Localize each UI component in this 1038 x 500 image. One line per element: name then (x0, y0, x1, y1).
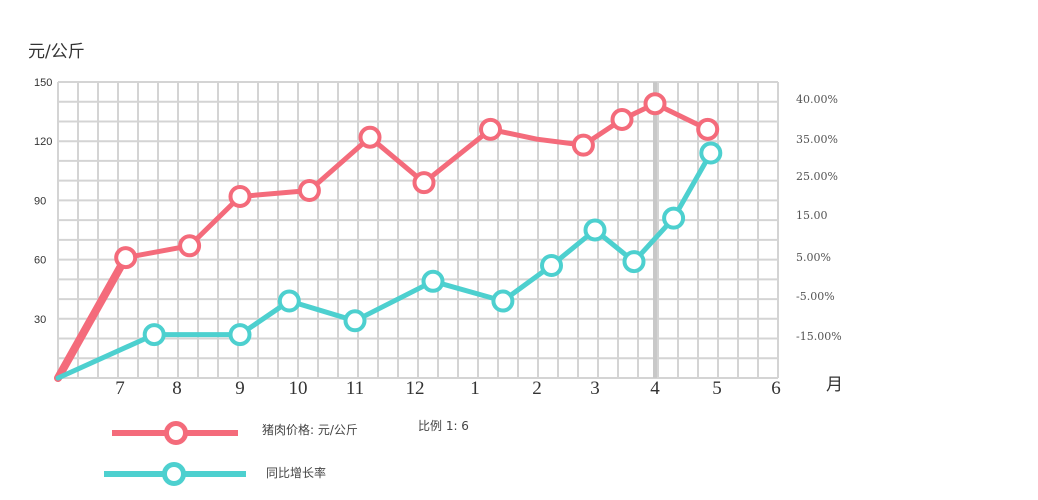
x-tick-label: 5 (712, 378, 722, 399)
data-point (280, 292, 299, 311)
data-point (574, 136, 593, 155)
data-point (698, 120, 717, 139)
data-point (625, 252, 644, 271)
legend: 猪肉价格: 元/公斤 比例 1: 6 同比增长率 (104, 419, 469, 484)
right-tick-label: -5.00% (796, 290, 835, 303)
data-point (481, 120, 500, 139)
data-point (542, 256, 561, 275)
data-point (701, 144, 720, 163)
x-tick-label: 7 (115, 378, 125, 399)
x-tick-label: 9 (235, 378, 245, 399)
left-tick-label: 150 (34, 77, 52, 89)
x-axis-unit-label: 月 (826, 375, 843, 395)
right-tick-label: 25.00% (796, 170, 838, 183)
legend-swatch-growth-marker (165, 465, 184, 484)
right-tick-label: 35.00% (796, 133, 838, 146)
left-tick-label: 30 (34, 314, 46, 326)
data-point (586, 221, 605, 240)
left-axis-ticks: 150 120 90 60 30 (34, 77, 52, 326)
data-point (415, 173, 434, 192)
scale-note: 比例 1: 6 (418, 419, 469, 433)
legend-item-price: 猪肉价格: 元/公斤 (112, 422, 358, 443)
right-tick-label: 40.00% (796, 93, 838, 106)
x-tick-label: 3 (590, 378, 600, 399)
legend-label-price: 猪肉价格: 元/公斤 (262, 422, 358, 437)
right-tick-label: -15.00% (796, 330, 842, 343)
right-axis-ticks: 40.00% 35.00% 25.00% 15.00 5.00% -5.00% -15.00… (796, 93, 842, 343)
x-tick-label: 8 (172, 378, 182, 399)
y-axis-unit-label: 元/公斤 (28, 42, 85, 62)
data-point (231, 325, 250, 344)
data-point (361, 128, 380, 147)
legend-swatch-price-marker (167, 424, 186, 443)
legend-item-growth: 同比增长率 (104, 465, 326, 484)
data-point (180, 236, 199, 255)
data-point (231, 187, 250, 206)
x-tick-label: 12 (406, 378, 425, 399)
data-point (493, 292, 512, 311)
legend-label-growth: 同比增长率 (266, 465, 326, 480)
x-tick-label: 2 (532, 378, 542, 399)
data-point (300, 181, 319, 200)
data-point (346, 311, 365, 330)
right-tick-label: 15.00 (796, 209, 828, 222)
data-point (664, 209, 683, 228)
data-point (646, 94, 665, 113)
data-point (116, 248, 135, 267)
x-axis-ticks: 7 8 9 10 11 12 1 2 3 4 5 6 (115, 378, 781, 399)
data-point (424, 272, 443, 291)
left-tick-label: 120 (34, 136, 52, 148)
right-tick-label: 5.00% (796, 251, 831, 264)
data-point (145, 325, 164, 344)
left-tick-label: 60 (34, 255, 46, 267)
x-tick-label: 6 (771, 378, 781, 399)
x-tick-label: 4 (650, 378, 660, 399)
x-tick-label: 10 (289, 378, 308, 399)
left-tick-label: 90 (34, 195, 46, 207)
data-point (613, 110, 632, 129)
x-tick-label: 11 (346, 378, 364, 399)
x-tick-label: 1 (470, 378, 480, 399)
